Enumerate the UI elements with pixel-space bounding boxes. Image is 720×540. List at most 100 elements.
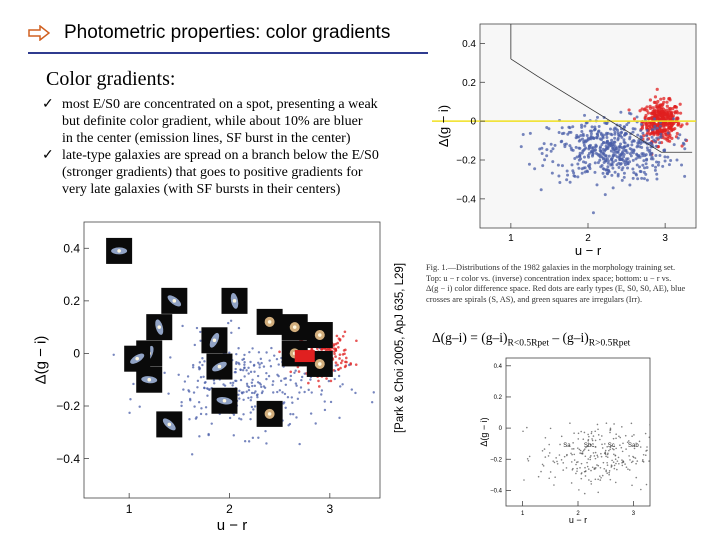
data-point: [612, 128, 616, 132]
data-point: [630, 143, 634, 147]
data-point: [584, 146, 588, 150]
data-point: [203, 386, 206, 390]
data-point: [653, 100, 657, 105]
data-point: [257, 436, 260, 439]
data-point: [628, 469, 631, 471]
data-point: [576, 447, 579, 449]
data-point: [526, 426, 528, 429]
data-point: [583, 124, 587, 128]
check-icon: ✓: [42, 148, 54, 163]
data-point: [279, 379, 283, 383]
data-point: [300, 378, 303, 382]
data-point: [284, 383, 288, 386]
data-point: [344, 364, 348, 368]
data-point: [193, 405, 196, 408]
data-point: [629, 112, 633, 116]
data-point: [636, 133, 640, 137]
data-point: [249, 399, 253, 402]
data-point: [243, 366, 246, 369]
data-point: [229, 319, 233, 322]
data-point: [643, 107, 647, 111]
data-point: [291, 401, 294, 404]
data-point: [655, 130, 659, 134]
data-point: [611, 147, 615, 151]
data-point: [639, 446, 642, 448]
data-point: [307, 381, 310, 385]
data-point: [605, 469, 607, 472]
data-point: [269, 365, 273, 368]
data-point: [539, 188, 543, 192]
data-point: [198, 367, 202, 370]
morph-type-label: Sa: [563, 443, 571, 449]
data-point: [648, 124, 652, 128]
data-point: [541, 450, 544, 452]
data-point: [656, 163, 660, 167]
data-point: [276, 390, 279, 394]
data-point: [334, 355, 337, 358]
data-point: [196, 379, 200, 383]
data-point: [600, 143, 604, 147]
data-point: [199, 339, 202, 343]
data-point: [566, 454, 568, 457]
data-point: [309, 412, 313, 415]
data-point: [646, 131, 650, 135]
data-point: [653, 95, 658, 99]
data-point: [354, 363, 358, 366]
data-point: [645, 450, 647, 452]
data-point: [659, 107, 663, 111]
data-point: [607, 154, 611, 158]
data-point: [640, 176, 644, 180]
data-point: [557, 174, 561, 178]
data-point: [644, 122, 648, 126]
data-point: [635, 145, 639, 149]
data-point: [522, 430, 524, 433]
data-point: [327, 379, 331, 383]
data-point: [647, 117, 651, 121]
data-point: [286, 396, 290, 399]
data-point: [295, 416, 298, 419]
data-point: [570, 452, 572, 455]
data-point: [254, 390, 257, 393]
data-point: [325, 377, 328, 380]
data-point: [651, 164, 655, 168]
data-point: [615, 155, 619, 159]
data-point: [338, 357, 341, 360]
data-point: [621, 464, 624, 467]
data-point: [645, 166, 649, 170]
data-point: [565, 467, 568, 469]
data-point: [206, 394, 209, 397]
data-point: [676, 111, 680, 115]
data-point: [606, 453, 609, 456]
data-point: [652, 138, 656, 142]
data-point: [680, 123, 684, 127]
data-point: [593, 161, 597, 165]
data-point: [630, 461, 633, 464]
data-point: [615, 433, 617, 436]
data-point: [594, 148, 598, 152]
data-point: [597, 434, 600, 436]
data-point: [654, 465, 656, 467]
data-point: [576, 467, 578, 470]
data-point: [571, 468, 574, 471]
data-point: [643, 115, 647, 120]
data-point: [626, 166, 630, 170]
data-point: [247, 385, 251, 389]
data-point: [232, 434, 235, 437]
data-point: [188, 418, 191, 421]
galaxy-core: [157, 325, 162, 329]
data-point: [676, 117, 680, 121]
data-point: [636, 177, 640, 181]
data-point: [635, 115, 639, 119]
data-point: [250, 396, 253, 399]
y-axis-label: Δ(g − i): [479, 417, 489, 446]
data-point: [299, 386, 303, 389]
data-point: [610, 157, 614, 161]
data-point: [588, 479, 590, 481]
y-tick-label: −0.2: [490, 457, 503, 463]
data-point: [683, 174, 687, 178]
data-point: [337, 374, 341, 378]
data-point: [588, 435, 590, 438]
data-point: [606, 159, 610, 163]
data-point: [599, 479, 602, 481]
data-point: [608, 473, 610, 476]
